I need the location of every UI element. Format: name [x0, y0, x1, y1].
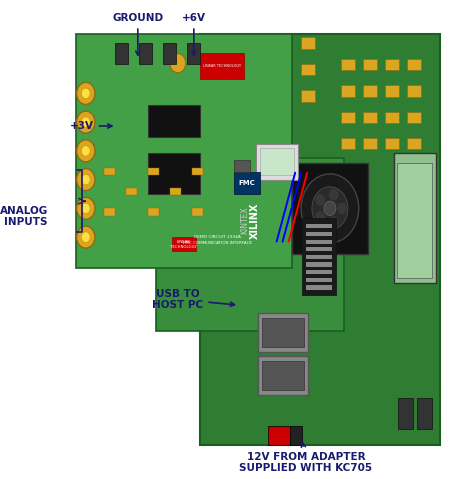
Text: +6V: +6V	[181, 13, 205, 55]
Circle shape	[328, 217, 338, 228]
Text: 12V FROM ADAPTER
SUPPLIED WITH KC705: 12V FROM ADAPTER SUPPLIED WITH KC705	[239, 443, 372, 473]
Bar	[104, 168, 115, 175]
Bar	[291, 163, 367, 254]
Bar	[393, 153, 435, 283]
Bar	[300, 37, 314, 49]
Circle shape	[323, 201, 335, 216]
Bar	[199, 53, 244, 79]
Bar	[396, 163, 432, 278]
Bar	[115, 43, 128, 64]
Bar	[397, 398, 412, 429]
Bar	[305, 270, 331, 274]
Bar	[406, 138, 420, 149]
Bar	[147, 153, 199, 194]
Bar	[163, 43, 176, 64]
Bar	[416, 398, 431, 429]
Circle shape	[81, 203, 90, 214]
Bar	[147, 105, 199, 137]
Bar	[147, 208, 159, 216]
Text: ANALOG
INPUTS: ANALOG INPUTS	[0, 205, 48, 228]
Bar	[384, 112, 398, 123]
Text: FMC: FMC	[238, 180, 255, 186]
Bar	[261, 361, 303, 390]
Bar	[255, 144, 297, 180]
Circle shape	[328, 189, 338, 200]
Bar	[258, 313, 307, 352]
Bar	[187, 43, 200, 64]
Text: GROUND: GROUND	[112, 13, 163, 55]
Circle shape	[311, 187, 347, 230]
Bar	[340, 85, 354, 97]
Bar	[233, 160, 249, 172]
Bar	[258, 356, 307, 395]
Circle shape	[76, 197, 95, 219]
Bar	[384, 85, 398, 97]
Bar	[305, 255, 331, 259]
Circle shape	[336, 203, 346, 214]
Circle shape	[300, 174, 358, 243]
Circle shape	[76, 82, 95, 104]
Bar	[267, 426, 289, 445]
Bar	[301, 218, 335, 295]
Polygon shape	[199, 34, 439, 445]
Bar	[362, 59, 376, 70]
Polygon shape	[76, 34, 291, 268]
Bar	[340, 138, 354, 149]
Bar	[340, 112, 354, 123]
Bar	[300, 90, 314, 102]
Text: DEMO CIRCUIT 1334A: DEMO CIRCUIT 1334A	[194, 235, 241, 239]
Polygon shape	[156, 158, 343, 331]
Bar	[305, 224, 331, 228]
Bar	[305, 278, 331, 282]
Circle shape	[81, 88, 90, 99]
Bar	[191, 208, 202, 216]
Bar	[171, 237, 195, 251]
Text: LINEAR
TECHNOLOGY: LINEAR TECHNOLOGY	[170, 240, 197, 249]
Bar	[125, 188, 137, 195]
Bar	[147, 168, 159, 175]
Circle shape	[81, 146, 90, 156]
Bar	[305, 232, 331, 236]
Circle shape	[76, 169, 95, 191]
Bar	[406, 112, 420, 123]
Bar	[305, 285, 331, 290]
Text: USB TO
HOST PC: USB TO HOST PC	[152, 288, 234, 310]
Text: LINEAR TECHNOLOGY: LINEAR TECHNOLOGY	[202, 64, 240, 68]
Text: KINTEX: KINTEX	[239, 206, 249, 234]
Circle shape	[81, 174, 90, 185]
Bar	[406, 59, 420, 70]
Bar	[233, 172, 259, 194]
Bar	[305, 247, 331, 251]
Circle shape	[315, 211, 324, 223]
Text: XILINX: XILINX	[249, 202, 259, 239]
Bar	[191, 168, 202, 175]
Circle shape	[76, 111, 95, 133]
Circle shape	[81, 232, 90, 242]
Bar	[170, 188, 181, 195]
Circle shape	[76, 140, 95, 162]
Bar	[340, 59, 354, 70]
Bar	[139, 43, 152, 64]
Bar	[305, 240, 331, 244]
Bar	[362, 138, 376, 149]
Text: FMC COMMUNICATION INTERFACE: FMC COMMUNICATION INTERFACE	[183, 241, 252, 245]
Bar	[259, 148, 293, 175]
Bar	[305, 262, 331, 267]
Bar	[104, 208, 115, 216]
Circle shape	[315, 194, 324, 205]
Bar	[406, 85, 420, 97]
Bar	[261, 318, 303, 347]
Circle shape	[81, 117, 90, 127]
Bar	[289, 426, 301, 445]
Circle shape	[170, 54, 185, 73]
Bar	[384, 59, 398, 70]
Bar	[384, 138, 398, 149]
Bar	[300, 64, 314, 75]
Circle shape	[76, 226, 95, 248]
Text: +3V: +3V	[69, 121, 112, 131]
Bar	[362, 112, 376, 123]
Bar	[362, 85, 376, 97]
